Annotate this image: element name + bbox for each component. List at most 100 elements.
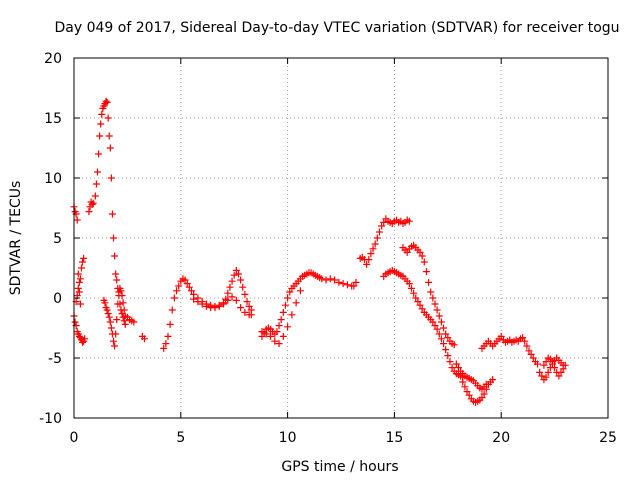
data-point <box>113 316 121 324</box>
data-point <box>104 114 112 122</box>
data-point <box>228 293 236 301</box>
x-tick-label: 25 <box>599 430 617 446</box>
data-point <box>73 216 81 224</box>
data-point <box>107 324 115 332</box>
data-point <box>258 328 266 336</box>
data-point <box>121 320 129 328</box>
data-point <box>120 317 128 325</box>
y-axis-label: SDTVAR / TECUs <box>8 181 24 296</box>
series-seg13 <box>399 241 458 349</box>
data-point <box>234 270 242 278</box>
data-point <box>414 298 422 306</box>
data-point <box>444 352 452 360</box>
data-point <box>101 299 109 307</box>
data-point <box>111 342 119 350</box>
data-point <box>446 358 454 366</box>
data-point <box>105 313 113 321</box>
data-point <box>286 288 294 296</box>
data-point <box>102 97 110 105</box>
data-point <box>164 332 172 340</box>
data-point <box>267 332 275 340</box>
data-point <box>435 312 443 320</box>
data-point <box>202 302 210 310</box>
series-seg6 <box>100 284 148 350</box>
series-seg14 <box>459 376 497 406</box>
data-point <box>373 234 381 242</box>
data-point <box>75 288 83 296</box>
data-point <box>478 394 486 402</box>
data-point <box>232 296 240 304</box>
data-point <box>343 281 351 289</box>
data-points <box>70 97 569 406</box>
data-point <box>335 278 343 286</box>
y-tick-label: -5 <box>48 351 62 367</box>
data-point <box>296 287 304 295</box>
data-point <box>74 270 82 278</box>
data-point <box>118 292 126 300</box>
data-point <box>405 217 413 225</box>
data-point <box>363 260 371 268</box>
data-point <box>437 318 445 326</box>
data-point <box>237 276 245 284</box>
data-point <box>375 228 383 236</box>
data-point <box>79 338 87 346</box>
data-point <box>448 364 456 372</box>
data-point <box>220 300 228 308</box>
data-point <box>168 306 176 314</box>
data-point <box>429 294 437 302</box>
data-point <box>243 298 251 306</box>
data-point <box>425 278 433 286</box>
x-axis-label: GPS time / hours <box>281 459 398 475</box>
data-point <box>245 302 253 310</box>
data-point <box>538 372 546 380</box>
series-seg2 <box>70 203 84 308</box>
data-point <box>369 245 377 253</box>
data-point <box>418 252 426 260</box>
data-point <box>113 276 121 284</box>
data-point <box>352 278 360 286</box>
data-point <box>551 364 559 372</box>
series-seg11 <box>356 215 413 268</box>
data-point <box>75 332 83 340</box>
y-tick-label: 15 <box>44 111 62 127</box>
y-tick-label: 5 <box>53 231 62 247</box>
chart-title: Day 049 of 2017, Sidereal Day-to-day VTE… <box>54 20 619 36</box>
data-point <box>292 299 300 307</box>
data-point <box>91 192 99 200</box>
y-tick-label: 0 <box>53 291 62 307</box>
series-seg1 <box>70 312 89 346</box>
data-point <box>95 150 103 158</box>
data-point <box>431 322 439 330</box>
x-tick-label: 10 <box>279 430 297 446</box>
data-point <box>88 200 96 208</box>
data-point <box>281 301 289 309</box>
data-point <box>226 283 234 291</box>
data-point <box>326 275 334 283</box>
data-point <box>114 300 122 308</box>
data-point <box>463 388 471 396</box>
data-point <box>166 320 174 328</box>
x-tick-label: 20 <box>492 430 510 446</box>
data-point <box>277 316 285 324</box>
data-point <box>183 280 191 288</box>
data-point <box>437 335 445 343</box>
data-point <box>215 302 223 310</box>
data-point <box>96 132 104 140</box>
data-point <box>279 308 287 316</box>
data-point <box>521 337 529 345</box>
data-point <box>542 373 550 381</box>
data-point <box>525 347 533 355</box>
data-point <box>523 342 531 350</box>
data-point <box>110 337 118 345</box>
data-point <box>111 252 119 260</box>
data-point <box>412 294 420 302</box>
data-point <box>81 335 89 343</box>
data-point <box>459 378 467 386</box>
data-point <box>85 208 93 216</box>
data-point <box>418 305 426 313</box>
data-point <box>112 270 120 278</box>
axis-ticks: -10 -5 0 5 10 15 20 0 5 10 15 20 25 <box>39 51 617 446</box>
data-point <box>106 318 114 326</box>
data-point <box>519 334 527 342</box>
